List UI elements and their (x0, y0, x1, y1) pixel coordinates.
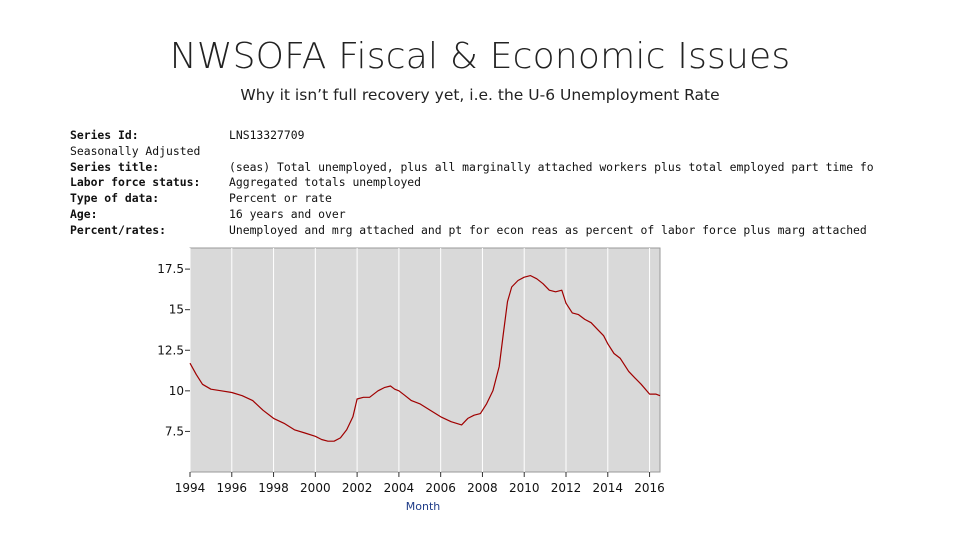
x-axis-title: Month (406, 500, 441, 513)
x-tick-label: 2006 (425, 481, 456, 495)
x-tick-label: 2010 (509, 481, 540, 495)
series-info-row: Age: 16 years and over (70, 207, 950, 223)
x-tick-label: 2014 (593, 481, 624, 495)
series-info-key: Type of data: (70, 191, 160, 206)
series-info-value: LNS13327709 (229, 128, 305, 142)
x-tick-label: 1998 (258, 481, 289, 495)
series-info-value: Unemployed and mrg attached and pt for e… (229, 222, 867, 237)
series-info-row: Type of data: Percent or rate (70, 191, 950, 207)
series-info-key: Series title: (70, 159, 160, 174)
series-info-table: Series Id: LNS13327709 Seasonally Adjust… (70, 128, 950, 239)
x-tick-label: 2016 (634, 481, 665, 495)
series-info-key: Seasonally Adjusted (70, 143, 201, 158)
x-tick-label: 2008 (467, 481, 498, 495)
x-tick-label: 1996 (217, 481, 248, 495)
series-info-row: Seasonally Adjusted (70, 144, 950, 160)
series-info-row: Series title: (seas) Total unemployed, p… (70, 160, 950, 176)
series-line-u6 (189, 275, 661, 442)
series-info-row: Labor force status: Aggregated totals un… (70, 175, 950, 191)
x-tick-label: 2004 (384, 481, 415, 495)
series-info-key: Age: (70, 206, 98, 221)
slide-title: NWSOFA Fiscal & Economic Issues (169, 36, 791, 77)
series-info-value: 16 years and over (229, 206, 346, 221)
y-tick-label: 15 (169, 303, 184, 317)
series-info-value: Aggregated totals unemployed (229, 175, 422, 190)
x-tick-label: 2012 (551, 481, 582, 495)
y-tick-label: 7.5 (165, 424, 184, 438)
x-tick-label: 1994 (175, 481, 206, 495)
x-tick-label: 2002 (342, 481, 373, 495)
y-tick-label: 10 (169, 384, 184, 398)
series-info-key: Labor force status: (70, 175, 201, 190)
x-tick-label: 2000 (300, 481, 331, 495)
y-tick-label: 12.5 (157, 343, 184, 357)
series-info-row: Series Id: LNS13327709 (70, 128, 950, 144)
y-tick-label: 17.5 (157, 262, 184, 276)
series-info-value: Percent or rate (229, 191, 332, 206)
series-info-value: (seas) Total unemployed, plus all margin… (229, 159, 874, 174)
series-info-key: Percent/rates: (70, 222, 167, 237)
series-info-row: Percent/rates: Unemployed and mrg attach… (70, 223, 950, 239)
series-info-key: Series Id: (70, 128, 139, 142)
plot-area (189, 247, 661, 473)
slide-subtitle: Why it isn’t full recovery yet, i.e. the… (240, 86, 720, 104)
